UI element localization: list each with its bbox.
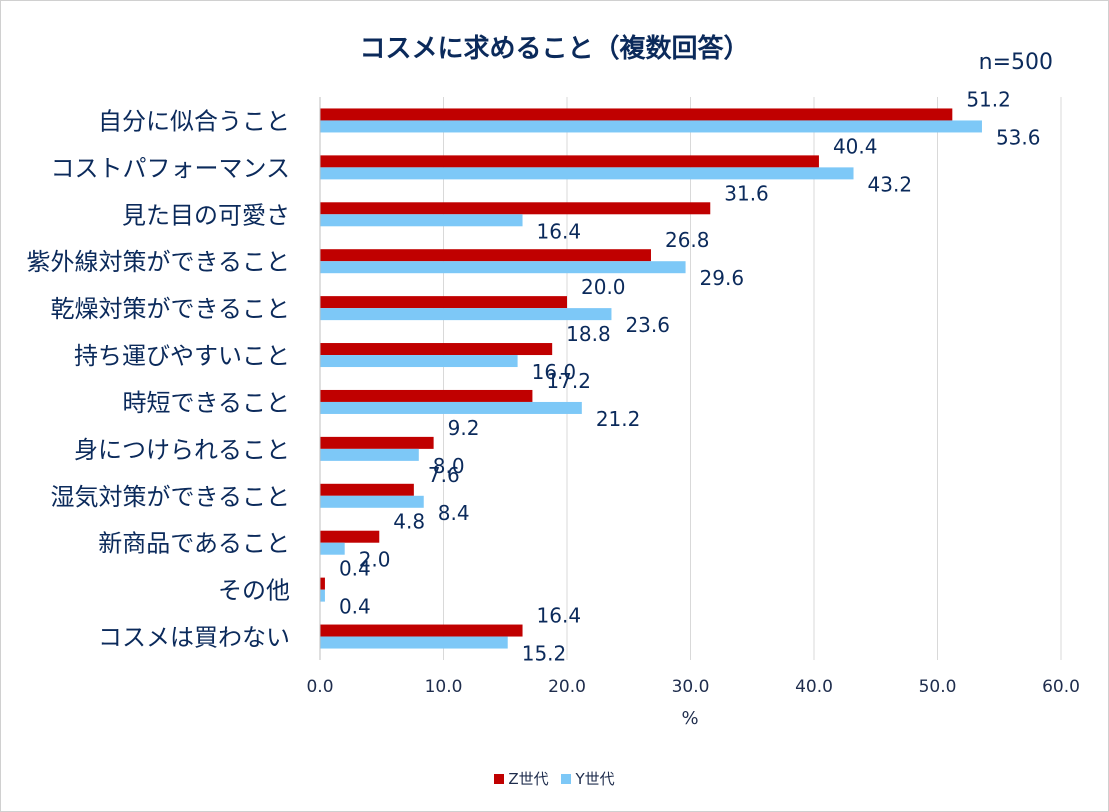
bar-z-0 <box>320 108 953 121</box>
value-label-z-10: 0.4 <box>339 557 371 581</box>
bar-y-3 <box>320 261 686 274</box>
category-label-8: 湿気対策ができること <box>50 483 290 511</box>
value-label-z-6: 17.2 <box>546 369 591 393</box>
bar-y-10 <box>320 589 325 602</box>
value-label-z-8: 7.6 <box>428 463 460 487</box>
value-label-y-8: 8.4 <box>438 501 470 525</box>
value-label-y-2: 16.4 <box>537 219 582 243</box>
legend-item-y: Y世代 <box>561 768 615 789</box>
category-label-4: 乾燥対策ができること <box>50 295 290 323</box>
value-label-z-9: 4.8 <box>393 510 425 534</box>
value-label-z-2: 31.6 <box>724 181 769 205</box>
x-tick-label-5: 50.0 <box>919 677 957 697</box>
value-label-z-7: 9.2 <box>448 416 480 440</box>
bar-y-4 <box>320 308 612 321</box>
category-label-0: 自分に似合うこと <box>98 107 290 135</box>
x-tick-label-3: 30.0 <box>672 677 710 697</box>
category-label-3: 紫外線対策ができること <box>26 248 290 276</box>
bar-y-2 <box>320 214 523 227</box>
chart-title: コスメに求めること（複数回答） <box>359 34 750 64</box>
value-label-z-11: 16.4 <box>537 604 582 628</box>
value-label-y-10: 0.4 <box>339 595 371 619</box>
bar-y-11 <box>320 636 508 649</box>
bar-y-6 <box>320 401 582 414</box>
bar-z-4 <box>320 296 567 309</box>
value-label-y-11: 15.2 <box>522 642 567 666</box>
sample-size-label: n=500 <box>978 50 1053 75</box>
bar-z-6 <box>320 389 533 402</box>
bar-z-5 <box>320 343 553 356</box>
value-label-y-4: 23.6 <box>625 313 670 337</box>
chart-legend: Z世代 Y世代 <box>0 768 1109 789</box>
bar-y-8 <box>320 495 424 508</box>
x-tick-label-1: 10.0 <box>425 677 463 697</box>
value-label-y-5: 16.0 <box>532 360 577 384</box>
legend-swatch-z <box>494 774 505 784</box>
legend-label-z: Z世代 <box>508 770 549 788</box>
value-label-y-9: 2.0 <box>359 548 391 572</box>
category-label-6: 時短できること <box>122 389 290 417</box>
value-label-y-7: 8.0 <box>433 454 465 478</box>
x-tick-label-4: 40.0 <box>795 677 833 697</box>
category-label-5: 持ち運びやすいこと <box>74 342 290 370</box>
bar-y-7 <box>320 448 419 461</box>
bar-y-5 <box>320 355 518 368</box>
value-label-z-0: 51.2 <box>966 87 1011 111</box>
legend-item-z: Z世代 <box>494 768 549 789</box>
bar-z-10 <box>320 577 325 590</box>
value-label-y-3: 29.6 <box>700 266 745 290</box>
bar-z-11 <box>320 624 523 637</box>
bar-y-0 <box>320 120 982 133</box>
bar-z-3 <box>320 249 651 262</box>
bar-y-1 <box>320 167 854 180</box>
bar-z-7 <box>320 436 434 449</box>
value-label-y-0: 53.6 <box>996 125 1041 149</box>
value-label-z-5: 18.8 <box>566 322 611 346</box>
legend-label-y: Y世代 <box>575 770 615 788</box>
bar-z-9 <box>320 530 380 543</box>
legend-swatch-y <box>561 774 572 784</box>
value-label-z-4: 20.0 <box>581 275 626 299</box>
category-label-1: コストパフォーマンス <box>50 154 290 182</box>
value-label-y-1: 43.2 <box>868 172 913 196</box>
value-label-z-3: 26.8 <box>665 228 710 252</box>
value-label-y-6: 21.2 <box>596 407 641 431</box>
category-label-9: 新商品であること <box>98 530 290 558</box>
category-label-2: 見た目の可愛さ <box>122 201 290 229</box>
bar-z-2 <box>320 202 711 215</box>
category-label-10: その他 <box>218 577 290 605</box>
x-axis-title: % <box>681 708 699 729</box>
category-label-11: コスメは買わない <box>98 624 290 652</box>
bar-z-8 <box>320 483 414 496</box>
x-tick-label-2: 20.0 <box>548 677 586 697</box>
bar-y-9 <box>320 542 345 555</box>
x-tick-label-6: 60.0 <box>1042 677 1080 697</box>
value-label-z-1: 40.4 <box>833 134 878 158</box>
category-label-7: 身につけられること <box>74 436 290 464</box>
x-tick-label-0: 0.0 <box>306 677 333 697</box>
bar-z-1 <box>320 155 819 168</box>
